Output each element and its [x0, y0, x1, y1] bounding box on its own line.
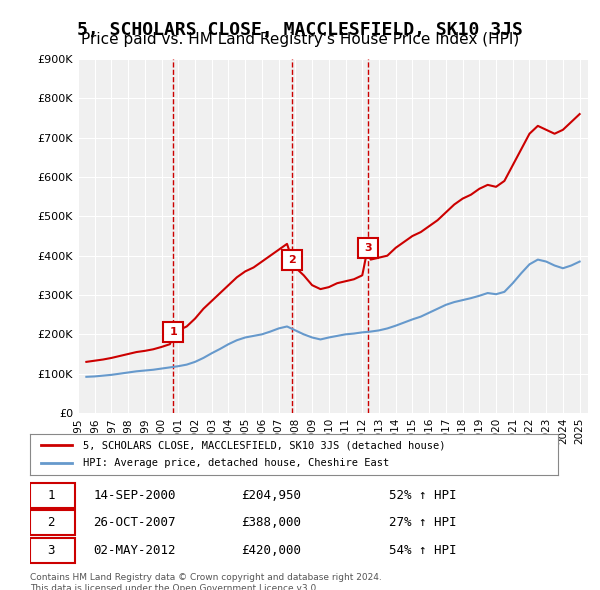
Text: 5, SCHOLARS CLOSE, MACCLESFIELD, SK10 3JS (detached house): 5, SCHOLARS CLOSE, MACCLESFIELD, SK10 3J…	[83, 440, 445, 450]
Text: 02-MAY-2012: 02-MAY-2012	[94, 544, 176, 557]
Text: £388,000: £388,000	[241, 516, 301, 529]
Text: 3: 3	[47, 544, 55, 557]
Text: Price paid vs. HM Land Registry's House Price Index (HPI): Price paid vs. HM Land Registry's House …	[81, 32, 519, 47]
FancyBboxPatch shape	[30, 510, 75, 535]
Text: 52% ↑ HPI: 52% ↑ HPI	[389, 489, 457, 502]
Text: 5, SCHOLARS CLOSE, MACCLESFIELD, SK10 3JS: 5, SCHOLARS CLOSE, MACCLESFIELD, SK10 3J…	[77, 21, 523, 39]
Text: HPI: Average price, detached house, Cheshire East: HPI: Average price, detached house, Ches…	[83, 458, 389, 468]
Text: 14-SEP-2000: 14-SEP-2000	[94, 489, 176, 502]
Text: £204,950: £204,950	[241, 489, 301, 502]
Text: £420,000: £420,000	[241, 544, 301, 557]
FancyBboxPatch shape	[30, 538, 75, 563]
Text: 27% ↑ HPI: 27% ↑ HPI	[389, 516, 457, 529]
Text: 2: 2	[289, 255, 296, 266]
Text: 54% ↑ HPI: 54% ↑ HPI	[389, 544, 457, 557]
Text: 1: 1	[170, 327, 178, 337]
FancyBboxPatch shape	[30, 483, 75, 508]
Text: 3: 3	[364, 243, 371, 253]
Text: 26-OCT-2007: 26-OCT-2007	[94, 516, 176, 529]
Text: 1: 1	[47, 489, 55, 502]
Text: Contains HM Land Registry data © Crown copyright and database right 2024.
This d: Contains HM Land Registry data © Crown c…	[30, 573, 382, 590]
Text: 2: 2	[47, 516, 55, 529]
